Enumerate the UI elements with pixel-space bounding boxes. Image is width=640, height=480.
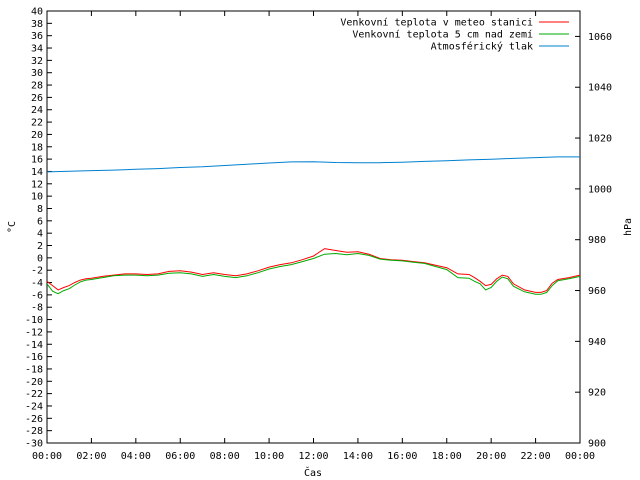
x-tick-label: 14:00 bbox=[343, 451, 373, 462]
y-right-tick-label: 940 bbox=[588, 337, 606, 348]
legend-label-3: Atmosférický tlak bbox=[431, 41, 533, 53]
y-left-tick-label: -16 bbox=[25, 352, 43, 363]
y-left-tick-label: 36 bbox=[31, 31, 43, 42]
x-tick-label: 04:00 bbox=[121, 451, 151, 462]
y-right-tick-label: 980 bbox=[588, 235, 606, 246]
y-left-tick-label: -18 bbox=[25, 364, 43, 375]
legend-label-2: Venkovní teplota 5 cm nad zemí bbox=[352, 29, 533, 41]
series-layer bbox=[46, 156, 581, 295]
y-left-tick-label: 8 bbox=[37, 204, 43, 215]
y-right-tick-label: 900 bbox=[588, 439, 606, 450]
x-tick-label: 12:00 bbox=[298, 451, 328, 462]
y-left-tick-label: -28 bbox=[25, 426, 43, 437]
x-tick-label: 06:00 bbox=[165, 451, 195, 462]
y-left-tick-label: 16 bbox=[31, 155, 43, 166]
y-left-tick-label: -30 bbox=[25, 439, 43, 450]
y-left-tick-label: -26 bbox=[25, 414, 43, 425]
x-axis: 00:00 02:00 04:00 06:00 08:00 10:00 12:00 14:00… bbox=[32, 11, 595, 462]
y-left-tick-label: -14 bbox=[25, 340, 43, 351]
x-tick-label: 16:00 bbox=[387, 451, 417, 462]
y-right-tick-label: 1060 bbox=[588, 32, 612, 43]
x-tick-label: 10:00 bbox=[254, 451, 284, 462]
x-axis-label: Čas bbox=[304, 466, 322, 479]
x-tick-label: 18:00 bbox=[432, 451, 462, 462]
right-y-axis-label: hPa bbox=[623, 218, 634, 236]
y-left-tick-label: 0 bbox=[37, 253, 43, 264]
series-line-2 bbox=[46, 252, 581, 295]
y-left-tick-label: 14 bbox=[31, 167, 43, 178]
left-y-axis-label: °C bbox=[7, 221, 18, 233]
left-y-axis: 4038363432302826242220181614121086420-2-… bbox=[25, 7, 52, 450]
y-left-tick-label: 28 bbox=[31, 81, 43, 92]
y-left-tick-label: 20 bbox=[31, 130, 43, 141]
y-left-tick-label: 38 bbox=[31, 19, 43, 30]
x-tick-label: 02:00 bbox=[76, 451, 106, 462]
y-left-tick-label: 26 bbox=[31, 93, 43, 104]
y-left-tick-label: 12 bbox=[31, 179, 43, 190]
y-left-tick-label: 18 bbox=[31, 142, 43, 153]
y-left-tick-label: -4 bbox=[31, 278, 43, 289]
y-left-tick-label: 2 bbox=[37, 241, 43, 252]
y-left-tick-label: -20 bbox=[25, 377, 43, 388]
series-line-1 bbox=[46, 248, 581, 293]
y-left-tick-label: 22 bbox=[31, 118, 43, 129]
x-tick-label: 08:00 bbox=[210, 451, 240, 462]
y-left-tick-label: 30 bbox=[31, 68, 43, 79]
y-right-tick-label: 960 bbox=[588, 286, 606, 297]
x-tick-label: 22:00 bbox=[521, 451, 551, 462]
right-y-axis: 1060 1040 1020 1000 980 960 940 920 900 bbox=[575, 32, 612, 450]
x-tick-label: 20:00 bbox=[476, 451, 506, 462]
y-left-tick-label: -22 bbox=[25, 389, 43, 400]
y-right-tick-label: 1000 bbox=[588, 184, 612, 195]
y-left-tick-label: 24 bbox=[31, 105, 43, 116]
x-tick-label: 00:00 bbox=[32, 451, 62, 462]
y-right-tick-label: 1040 bbox=[588, 83, 612, 94]
y-right-tick-label: 1020 bbox=[588, 134, 612, 145]
y-right-tick-label: 920 bbox=[588, 388, 606, 399]
y-left-tick-label: 6 bbox=[37, 216, 43, 227]
y-left-tick-label: -12 bbox=[25, 327, 43, 338]
legend-label-1: Venkovní teplota v meteo stanici bbox=[340, 17, 533, 29]
plot-frame bbox=[46, 10, 581, 444]
y-left-tick-label: -6 bbox=[31, 290, 43, 301]
y-left-tick-label: 40 bbox=[31, 7, 43, 18]
y-left-tick-label: -8 bbox=[31, 303, 43, 314]
y-left-tick-label: 10 bbox=[31, 192, 43, 203]
y-left-tick-label: -10 bbox=[25, 315, 43, 326]
y-left-tick-label: -2 bbox=[31, 266, 43, 277]
x-tick-label: 00:00 bbox=[565, 451, 595, 462]
y-left-tick-label: 4 bbox=[37, 229, 43, 240]
y-left-tick-label: 34 bbox=[31, 44, 43, 55]
y-left-tick-label: 32 bbox=[31, 56, 43, 67]
series-line-3 bbox=[46, 156, 580, 173]
y-left-tick-label: -24 bbox=[25, 401, 43, 412]
legend: Venkovní teplota v meteo staniciVenkovní… bbox=[340, 17, 569, 53]
